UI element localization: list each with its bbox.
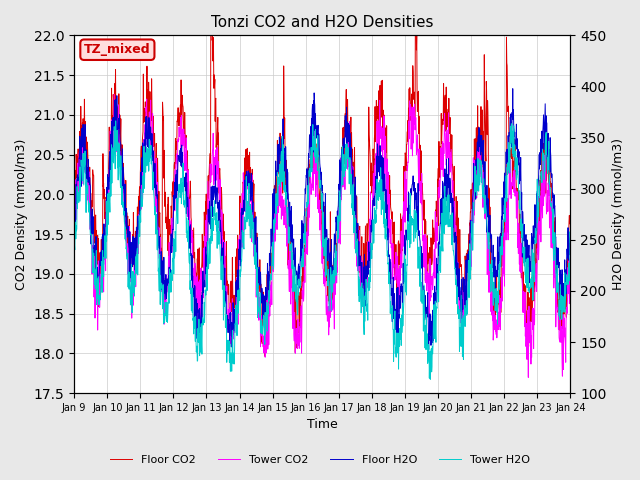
Legend: Floor CO2, Tower CO2, Floor H2O, Tower H2O: Floor CO2, Tower CO2, Floor H2O, Tower H… [105, 451, 535, 469]
Tower CO2 [524, 374, 532, 380]
Line: Floor CO2: Floor CO2 [74, 0, 570, 356]
Floor CO2 [566, 220, 574, 226]
Tower CO2 [109, 126, 116, 132]
Y-axis label: H2O Density (mmol/m3): H2O Density (mmol/m3) [612, 138, 625, 290]
Text: TZ_mixed: TZ_mixed [84, 43, 150, 56]
Tower H2O [112, 118, 120, 124]
Tower H2O [70, 239, 78, 245]
Tower CO2 [70, 245, 78, 251]
Tower H2O [291, 285, 299, 290]
Floor H2O [291, 254, 299, 260]
Tower CO2 [281, 209, 289, 215]
Tower CO2 [566, 245, 574, 251]
Line: Floor H2O: Floor H2O [74, 89, 570, 349]
Y-axis label: CO2 Density (mmol/m3): CO2 Density (mmol/m3) [15, 139, 28, 290]
Floor H2O [509, 86, 516, 92]
Tower H2O [353, 240, 361, 246]
Title: Tonzi CO2 and H2O Densities: Tonzi CO2 and H2O Densities [211, 15, 433, 30]
Tower H2O [129, 269, 137, 275]
Floor H2O [300, 230, 308, 236]
Floor CO2 [70, 200, 78, 205]
Floor H2O [425, 347, 433, 352]
Floor H2O [281, 177, 289, 183]
Tower CO2 [129, 283, 137, 289]
Tower CO2 [110, 91, 118, 97]
Floor CO2 [129, 232, 136, 238]
X-axis label: Time: Time [307, 419, 338, 432]
Tower H2O [566, 240, 574, 245]
Tower H2O [109, 146, 116, 152]
Tower CO2 [300, 269, 308, 275]
Floor H2O [109, 119, 116, 125]
Floor CO2 [282, 177, 289, 182]
Floor H2O [129, 241, 136, 247]
Floor CO2 [301, 243, 308, 249]
Line: Tower CO2: Tower CO2 [74, 94, 570, 377]
Tower H2O [426, 376, 434, 382]
Tower H2O [300, 240, 308, 246]
Floor CO2 [109, 116, 116, 121]
Floor CO2 [260, 353, 268, 359]
Line: Tower H2O: Tower H2O [74, 121, 570, 379]
Tower CO2 [291, 350, 299, 356]
Floor H2O [70, 211, 78, 216]
Tower H2O [281, 190, 289, 195]
Floor H2O [566, 230, 574, 236]
Tower CO2 [353, 264, 361, 269]
Floor H2O [353, 221, 360, 227]
Floor CO2 [292, 292, 300, 298]
Floor CO2 [353, 230, 361, 236]
